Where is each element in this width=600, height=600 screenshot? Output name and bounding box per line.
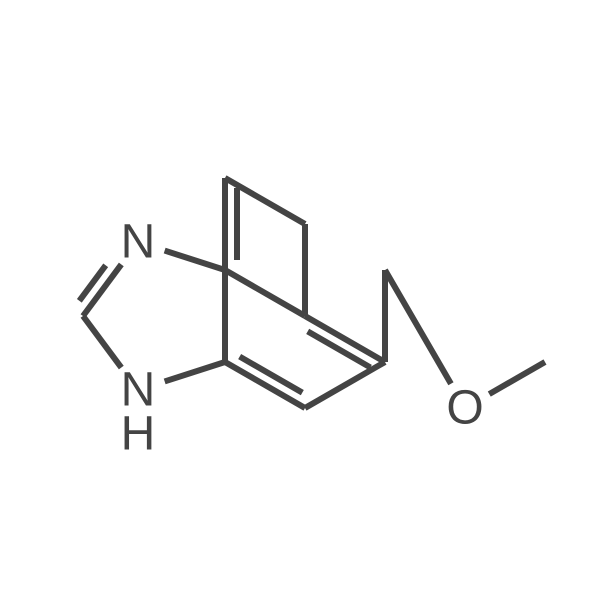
atom-label-h: H	[121, 408, 156, 461]
background	[0, 0, 600, 600]
atom-label-n: N	[121, 216, 156, 269]
atom-label-o: O	[446, 382, 483, 435]
molecule-diagram: NHNO	[0, 0, 600, 600]
